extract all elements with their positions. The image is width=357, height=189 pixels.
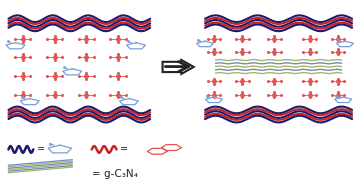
- Text: = g-C₃N₄: = g-C₃N₄: [92, 169, 137, 179]
- FancyArrow shape: [162, 60, 194, 74]
- Text: =: =: [120, 144, 128, 154]
- Text: =: =: [37, 144, 45, 154]
